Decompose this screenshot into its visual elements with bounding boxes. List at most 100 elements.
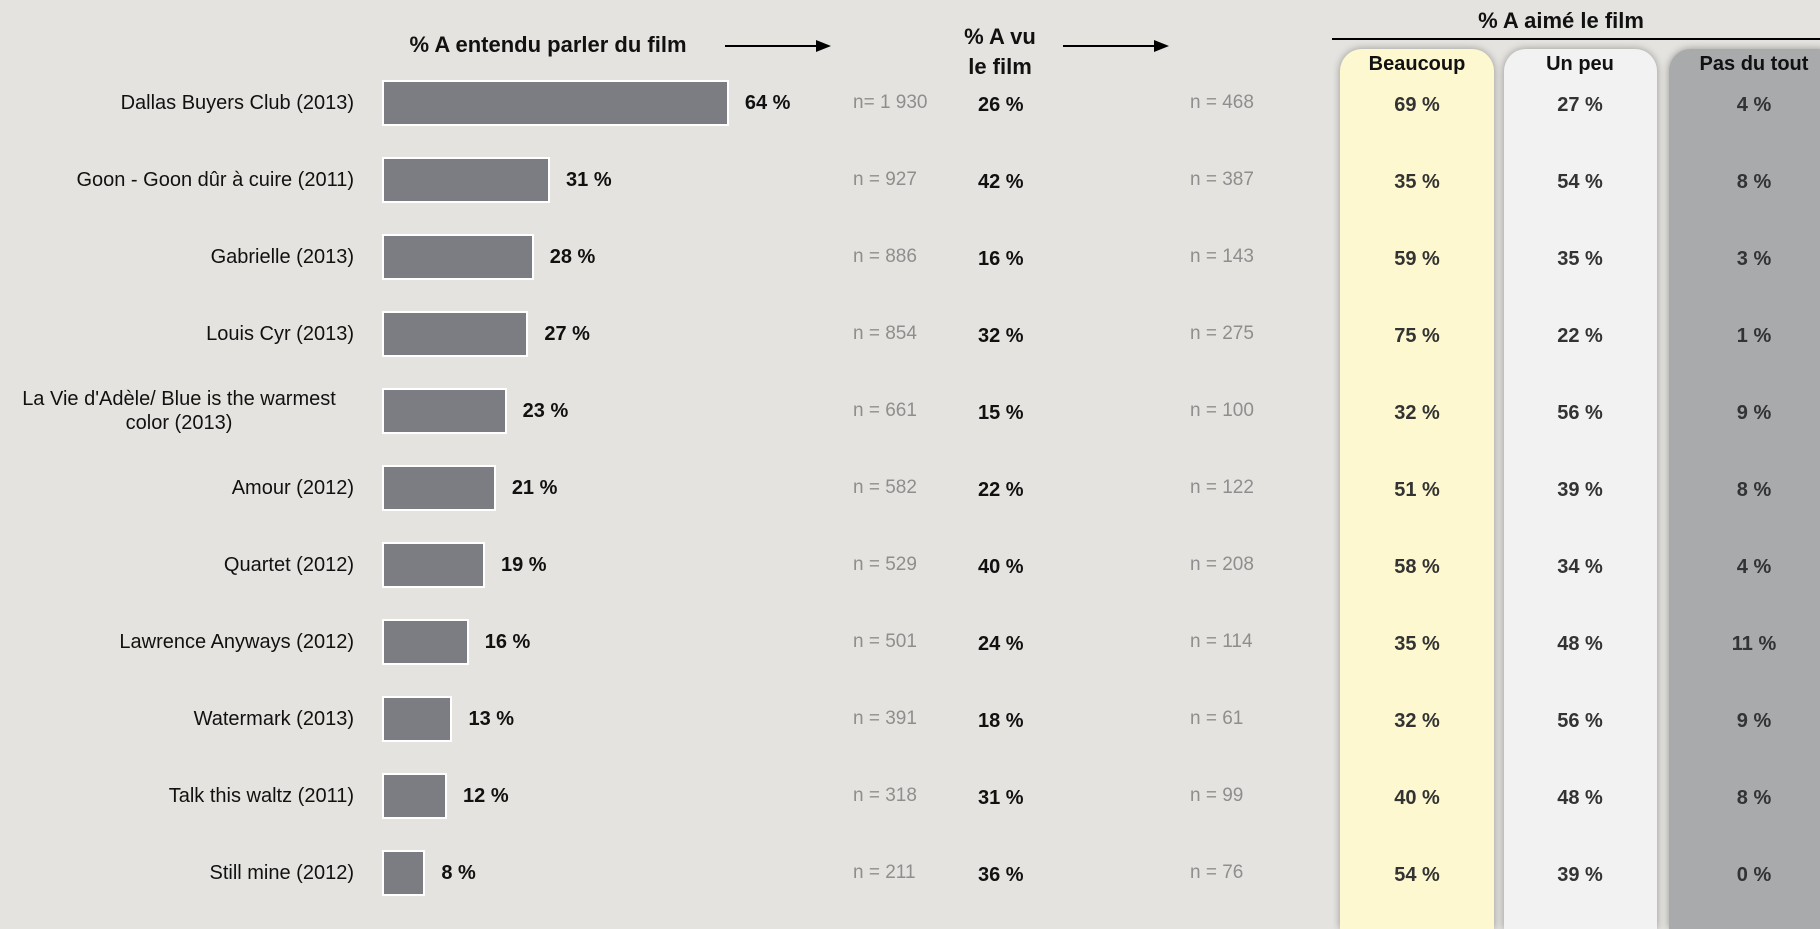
liked-value: 39 % — [1557, 479, 1603, 501]
seen-value: 15 % — [978, 402, 1024, 424]
liked-value: 39 % — [1557, 864, 1603, 886]
liked-value: 22 % — [1557, 325, 1603, 347]
seen-n: n = 100 — [1190, 400, 1254, 421]
value-label: 64 % — [744, 92, 791, 114]
value-label: 28 % — [549, 246, 596, 268]
liked-value: 34 % — [1557, 556, 1603, 578]
category-label: Quartet (2012) — [223, 554, 354, 576]
seen-n: n = 468 — [1190, 92, 1254, 113]
seen-title: % A vu le film — [964, 24, 1036, 79]
category-label: Amour (2012) — [231, 477, 354, 499]
liked-value: 35 % — [1394, 171, 1440, 193]
category-label: Lawrence Anyways (2012) — [119, 631, 354, 653]
bar — [382, 850, 426, 896]
liked-value: 58 % — [1394, 556, 1440, 578]
seen-value: 22 % — [978, 479, 1024, 501]
category-label: Goon - Goon dûr à cuire (2011) — [76, 169, 354, 191]
liked-value: 8 % — [1736, 171, 1772, 193]
seen-value: 18 % — [978, 710, 1024, 732]
liked-value: 1 % — [1736, 325, 1772, 347]
bar — [382, 542, 485, 588]
liked-value: 8 % — [1736, 787, 1772, 809]
category-label: Watermark (2013) — [193, 708, 354, 730]
liked-value: 48 % — [1557, 633, 1603, 655]
arrow — [1063, 40, 1169, 52]
column-header: Un peu — [1546, 53, 1614, 75]
seen-n: n = 143 — [1190, 246, 1254, 267]
liked-value: 59 % — [1394, 248, 1440, 270]
seen-n: n = 99 — [1190, 785, 1244, 806]
heard-n: n = 501 — [853, 631, 917, 652]
seen-value: 36 % — [978, 864, 1024, 886]
liked-value: 69 % — [1394, 94, 1440, 116]
value-label: 27 % — [544, 323, 590, 345]
category-label: Dallas Buyers Club (2013) — [120, 92, 354, 114]
value-label: 12 % — [463, 785, 509, 807]
heard-n: n = 661 — [853, 400, 917, 421]
bar — [382, 696, 453, 742]
heard-n: n = 211 — [853, 862, 916, 883]
liked-value: 3 % — [1736, 248, 1772, 270]
category-label: Gabrielle (2013) — [210, 246, 354, 268]
liked-value: 51 % — [1394, 479, 1440, 501]
seen-value: 40 % — [978, 556, 1024, 578]
heard-n: n = 582 — [853, 477, 917, 498]
bar — [382, 773, 448, 819]
liked-value: 35 % — [1394, 633, 1440, 655]
liked-value: 11 % — [1731, 633, 1777, 655]
bar — [382, 311, 529, 357]
heard-n: n = 391 — [853, 708, 917, 729]
heard-n: n = 854 — [853, 323, 917, 344]
liked-value: 9 % — [1736, 402, 1772, 424]
liked-value: 27 % — [1557, 94, 1603, 116]
heard-n: n = 927 — [853, 169, 917, 190]
seen-n: n = 208 — [1190, 554, 1254, 575]
chart-title: % A entendu parler du film — [409, 32, 687, 57]
bar — [382, 465, 496, 511]
liked-value: 32 % — [1394, 402, 1440, 424]
un-peu-column — [1504, 49, 1657, 929]
heard-n: n= 1 930 — [853, 92, 928, 113]
arrow — [725, 40, 831, 52]
seen-value: 42 % — [978, 171, 1024, 193]
liked-value: 56 % — [1557, 710, 1603, 732]
liked-value: 32 % — [1394, 710, 1440, 732]
liked-value: 54 % — [1394, 864, 1440, 886]
seen-n: n = 122 — [1190, 477, 1254, 498]
seen-value: 16 % — [978, 248, 1024, 270]
liked-value: 48 % — [1557, 787, 1603, 809]
value-label: 8 % — [441, 862, 476, 884]
heard-n: n = 886 — [853, 246, 917, 267]
pas-du-tout-column — [1669, 49, 1820, 929]
seen-value: 32 % — [978, 325, 1024, 347]
bar — [382, 388, 507, 434]
seen-value: 24 % — [978, 633, 1024, 655]
value-label: 31 % — [566, 169, 612, 191]
seen-n: n = 61 — [1190, 708, 1244, 729]
page: % A entendu parler du film % A vu le fil… — [22, 8, 1820, 929]
category-label: Louis Cyr (2013) — [206, 323, 354, 345]
category-label: Talk this waltz (2011) — [168, 785, 354, 807]
seen-value: 26 % — [978, 94, 1024, 116]
liked-value: 4 % — [1736, 94, 1772, 116]
value-label: 16 % — [484, 631, 531, 653]
bar — [382, 619, 469, 665]
heard-n: n = 318 — [853, 785, 917, 806]
liked-value: 9 % — [1736, 710, 1772, 732]
value-label: 19 % — [500, 554, 547, 576]
bar — [382, 234, 534, 280]
bar — [382, 80, 729, 126]
value-label: 21 % — [511, 477, 558, 499]
heard-n: n = 529 — [853, 554, 917, 575]
liked-rule — [1332, 38, 1820, 40]
bar — [382, 157, 551, 203]
liked-value: 75 % — [1394, 325, 1440, 347]
value-label: 23 % — [522, 400, 569, 422]
seen-n: n = 114 — [1190, 631, 1253, 652]
category-label: Still mine (2012) — [209, 862, 354, 884]
beaucoup-column — [1340, 49, 1494, 929]
seen-n: n = 275 — [1190, 323, 1254, 344]
column-header: Pas du tout — [1699, 53, 1809, 75]
liked-title: % A aimé le film — [1478, 8, 1644, 33]
liked-value: 8 % — [1736, 479, 1772, 501]
